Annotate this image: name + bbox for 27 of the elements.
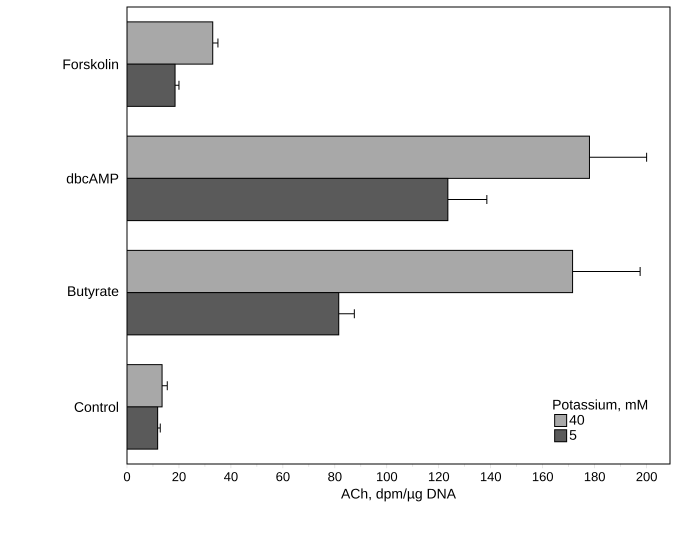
bar (127, 292, 340, 336)
legend-label: 5 (570, 430, 576, 440)
bar (127, 64, 176, 107)
bar (127, 364, 163, 408)
x-tick-label: 60 (276, 472, 290, 482)
x-tick-label: 120 (428, 472, 450, 482)
x-axis-title: ACh, dpm/µg DNA (341, 488, 456, 502)
x-tick-label: 140 (480, 472, 502, 482)
bar (127, 406, 158, 450)
x-tick-label: 100 (376, 472, 398, 482)
x-tick-label: 180 (584, 472, 605, 482)
y-tick-label: Control (74, 402, 118, 412)
bar (127, 178, 448, 222)
bar (127, 21, 214, 65)
bar (127, 250, 574, 294)
bar (127, 136, 590, 179)
legend-title: Potassium, mM (553, 399, 648, 412)
x-tick-label: 40 (224, 472, 238, 482)
x-tick-label: 80 (328, 472, 342, 482)
y-tick-label: Forskolin (63, 59, 118, 70)
x-tick-label: 0 (124, 472, 130, 482)
y-tick-label: Butyrate (68, 286, 118, 299)
x-tick-label: 200 (636, 472, 657, 482)
x-tick-label: 20 (172, 472, 186, 482)
x-tick-label: 160 (532, 472, 553, 482)
y-tick-label: dbcAMP (66, 173, 118, 184)
legend-label: 40 (569, 414, 584, 425)
